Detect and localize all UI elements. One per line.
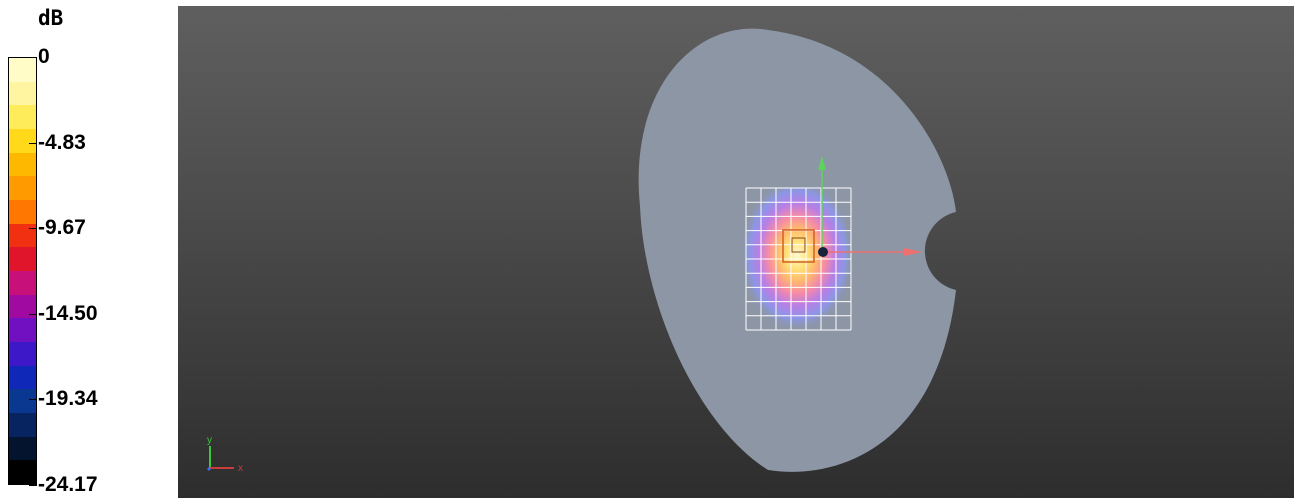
color-swatch — [9, 105, 36, 130]
legend-tick — [29, 399, 37, 401]
color-scale-bar — [8, 57, 37, 485]
legend-tick — [29, 142, 37, 144]
color-swatch — [9, 413, 36, 438]
color-swatch — [9, 436, 36, 461]
legend-unit: dB — [38, 6, 64, 30]
legend-tick — [29, 228, 37, 230]
legend-tick-label: -24.17 — [38, 473, 98, 496]
legend-tick — [29, 485, 37, 486]
color-swatch — [9, 223, 36, 248]
legend-tick — [29, 57, 37, 58]
color-swatch — [9, 342, 36, 367]
color-swatch — [9, 200, 36, 225]
color-swatch — [9, 271, 36, 296]
triad-z-axis — [206, 466, 212, 472]
measurement-grid — [745, 187, 852, 331]
color-swatch — [9, 365, 36, 390]
probe-origin-dot — [818, 247, 828, 257]
color-swatch — [9, 152, 36, 177]
legend-tick — [29, 313, 37, 315]
legend-tick-label: -14.50 — [38, 301, 98, 325]
triad-y-label: y — [207, 435, 212, 446]
color-swatch — [9, 129, 36, 154]
colorbar-legend: dB 0 -4.83 -9.67 -14.50 -19.34 -24.17 — [0, 0, 178, 498]
color-swatch — [9, 247, 36, 272]
3d-viewport[interactable]: y x — [178, 6, 1294, 498]
legend-tick-label: -19.34 — [38, 387, 98, 411]
color-swatch — [9, 294, 36, 319]
color-swatch — [9, 318, 36, 343]
y-axis-arrow-head — [818, 156, 826, 170]
legend-tick-label: -4.83 — [38, 130, 86, 154]
color-swatch — [9, 58, 36, 83]
scene: y x — [206, 28, 956, 474]
axes-triad: y x — [206, 435, 243, 474]
color-swatch — [9, 460, 36, 485]
triad-x-label: x — [238, 463, 243, 474]
x-axis-arrow-head — [904, 248, 922, 256]
legend-tick-label: 0 — [38, 45, 50, 68]
legend-tick-label: -9.67 — [38, 216, 86, 240]
color-swatch — [9, 81, 36, 106]
color-swatch — [9, 176, 36, 201]
color-swatch — [9, 389, 36, 414]
peak-cube-inner — [791, 237, 806, 253]
peak-cube-outer — [782, 229, 815, 263]
